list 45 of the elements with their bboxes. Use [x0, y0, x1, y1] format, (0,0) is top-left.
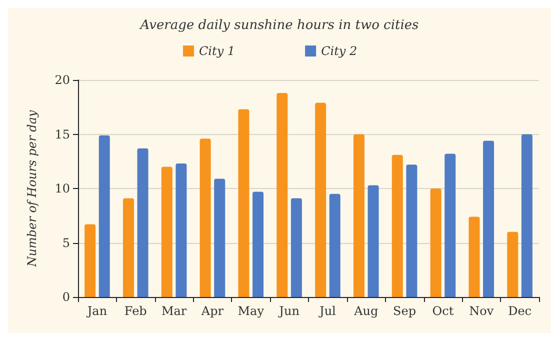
bar [468, 216, 480, 297]
y-tick-label: 0 [62, 290, 70, 304]
x-tick-label: Jan [85, 304, 108, 318]
bar [353, 134, 364, 297]
x-tick-label: Feb [124, 304, 148, 318]
x-tick-label: Jun [277, 304, 300, 318]
bar [430, 188, 442, 297]
bar [238, 109, 250, 297]
bar [483, 140, 494, 297]
x-tick-label: Aug [353, 304, 378, 318]
x-tick-label: Dec [508, 304, 532, 318]
x-tick-label: Apr [200, 304, 224, 318]
bar [137, 148, 148, 297]
bar [122, 198, 134, 297]
legend-label: City 1 [199, 44, 236, 58]
chart-title: Average daily sunshine hours in two cities [139, 18, 420, 33]
x-tick-label: Jul [318, 304, 336, 318]
bar [329, 194, 340, 297]
bar [84, 224, 96, 297]
y-tick-label: 10 [54, 182, 70, 196]
bar [161, 166, 172, 297]
y-tick-label: 5 [62, 236, 70, 250]
bar [406, 164, 418, 297]
x-tick-label: Oct [432, 304, 454, 318]
bar [392, 154, 403, 297]
bar [98, 135, 110, 297]
bar [252, 192, 264, 297]
bar [521, 134, 532, 297]
legend-label: City 2 [321, 44, 358, 58]
bar [200, 138, 211, 297]
bar [276, 93, 288, 297]
bar [368, 185, 379, 297]
bar [444, 154, 456, 297]
bar [315, 102, 326, 297]
x-tick-label: May [238, 304, 264, 318]
x-tick-label: Sep [393, 304, 416, 318]
x-tick-label: Mar [161, 304, 187, 318]
bar [214, 178, 226, 297]
bar [176, 164, 187, 297]
bar [507, 232, 518, 297]
y-tick-label: 20 [54, 73, 70, 87]
y-tick-label: 15 [54, 127, 70, 142]
y-axis-title: Number of Hours per day [25, 110, 39, 268]
x-tick-label: Nov [469, 304, 494, 318]
bar [290, 198, 302, 297]
